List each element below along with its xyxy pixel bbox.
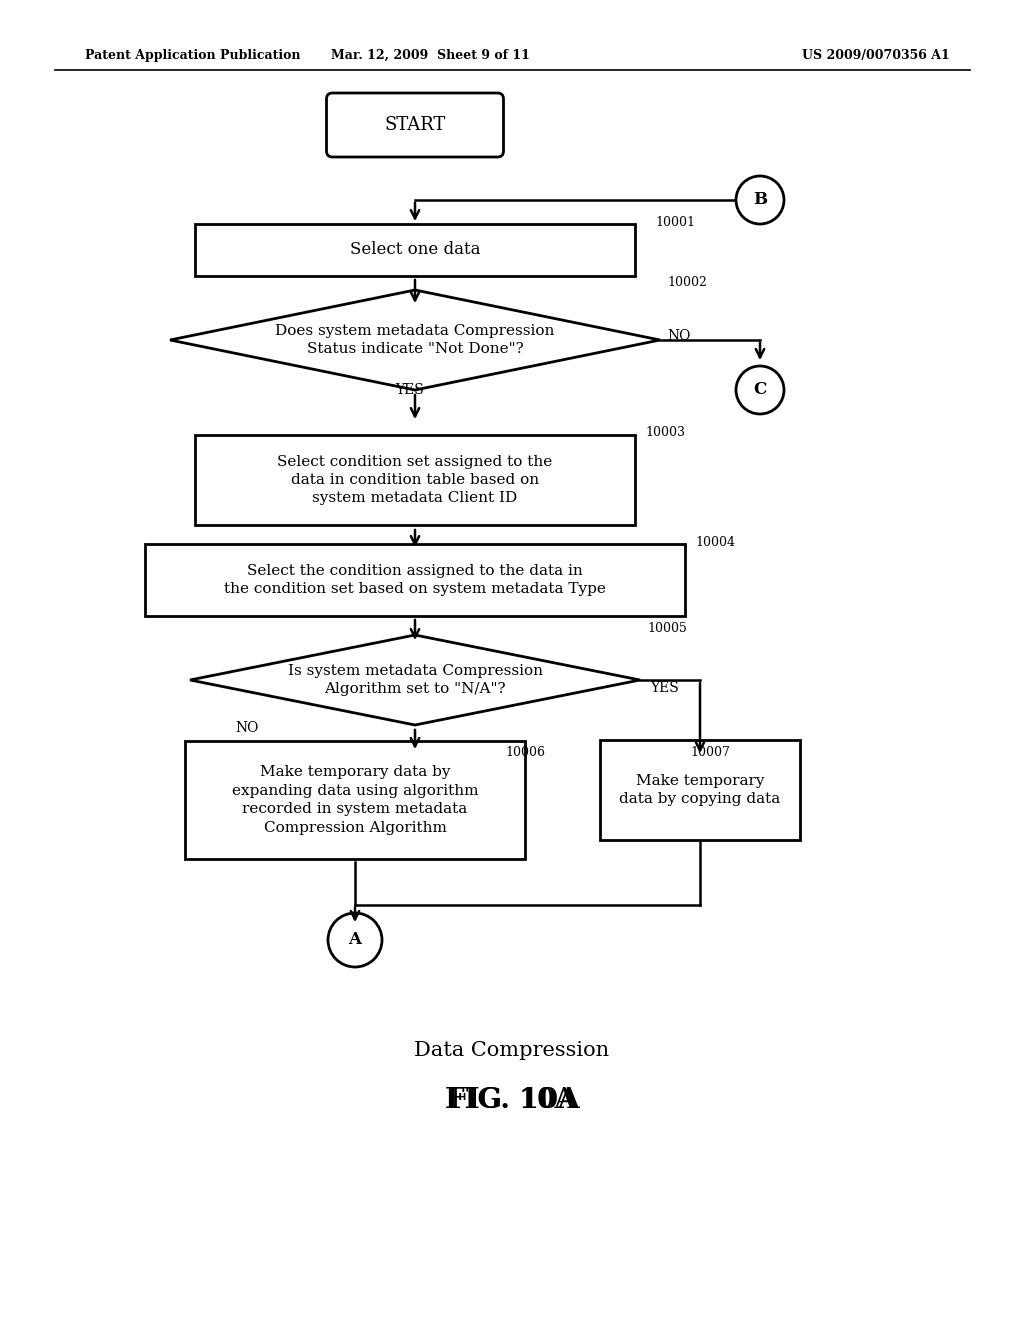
Text: START: START xyxy=(384,116,445,135)
Text: Does system metadata Compression
Status indicate "Not Done"?: Does system metadata Compression Status … xyxy=(275,323,555,356)
FancyBboxPatch shape xyxy=(327,92,504,157)
Polygon shape xyxy=(170,290,660,389)
Bar xyxy=(145,544,685,616)
Text: NO: NO xyxy=(234,721,258,735)
Text: 10001: 10001 xyxy=(655,215,695,228)
Text: NO: NO xyxy=(667,329,690,343)
Text: YES: YES xyxy=(395,383,424,397)
Bar xyxy=(195,436,635,525)
Text: 10007: 10007 xyxy=(690,746,730,759)
Polygon shape xyxy=(190,635,640,725)
Text: FIG. 10A: FIG. 10A xyxy=(450,1086,574,1114)
Text: Is system metadata Compression
Algorithm set to "N/A"?: Is system metadata Compression Algorithm… xyxy=(288,664,543,696)
Text: YES: YES xyxy=(650,681,679,696)
Text: 10006: 10006 xyxy=(505,746,545,759)
Text: Select the condition assigned to the data in
the condition set based on system m: Select the condition assigned to the dat… xyxy=(224,564,606,597)
Text: US 2009/0070356 A1: US 2009/0070356 A1 xyxy=(802,49,950,62)
Text: 10004: 10004 xyxy=(695,536,735,549)
Bar xyxy=(195,224,635,276)
Text: Select one data: Select one data xyxy=(350,242,480,259)
Text: FIG. 10A: FIG. 10A xyxy=(444,1086,580,1114)
Text: Patent Application Publication: Patent Application Publication xyxy=(85,49,300,62)
Text: A: A xyxy=(348,932,361,949)
Circle shape xyxy=(736,176,784,224)
Text: 10002: 10002 xyxy=(667,276,707,289)
Text: Mar. 12, 2009  Sheet 9 of 11: Mar. 12, 2009 Sheet 9 of 11 xyxy=(331,49,529,62)
Text: B: B xyxy=(753,191,767,209)
Text: C: C xyxy=(754,381,767,399)
Text: Make temporary
data by copying data: Make temporary data by copying data xyxy=(620,774,780,807)
Text: 10003: 10003 xyxy=(645,425,685,438)
Circle shape xyxy=(328,913,382,968)
Text: Data Compression: Data Compression xyxy=(415,1040,609,1060)
Bar xyxy=(185,741,525,859)
Circle shape xyxy=(736,366,784,414)
Text: 10005: 10005 xyxy=(647,622,687,635)
Bar xyxy=(600,741,800,840)
Text: Make temporary data by
expanding data using algorithm
recorded in system metadat: Make temporary data by expanding data us… xyxy=(231,766,478,834)
Text: Select condition set assigned to the
data in condition table based on
system met: Select condition set assigned to the dat… xyxy=(278,454,553,506)
